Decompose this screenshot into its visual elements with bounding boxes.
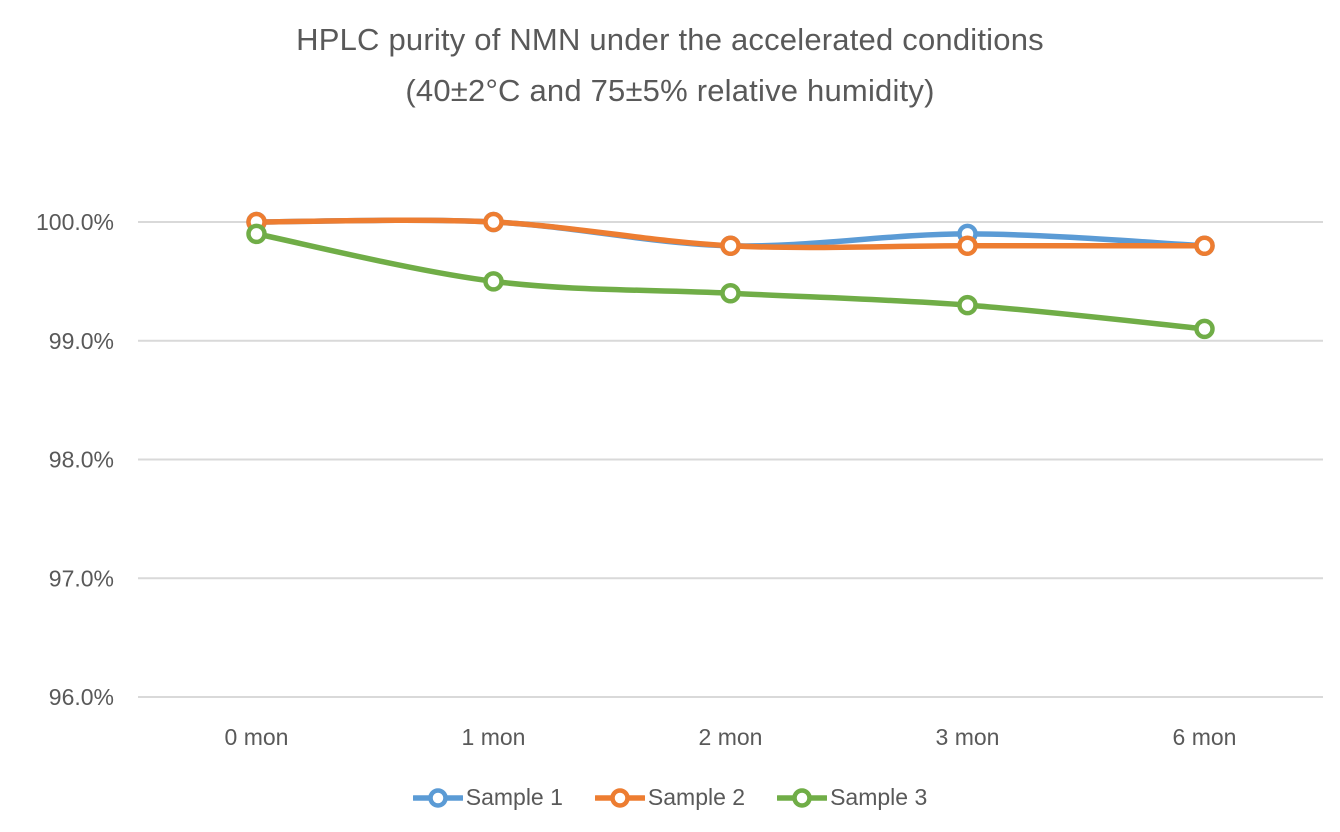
chart-title-line2: (40±2°C and 75±5% relative humidity): [405, 73, 935, 108]
legend-item-sample-2: Sample 2: [594, 784, 746, 811]
data-point-marker: [957, 294, 978, 316]
chart-title: HPLC purity of NMN under the accelerated…: [0, 14, 1340, 116]
data-point-marker: [720, 283, 741, 304]
data-point-marker: [1194, 235, 1215, 256]
chart-legend: Sample 1 Sample 2 Sample 3: [0, 784, 1340, 811]
data-point-marker: [720, 235, 741, 256]
legend-label: Sample 2: [647, 784, 746, 810]
y-axis-tick-label: 97.0%: [49, 565, 114, 591]
y-axis-tick-label: 100.0%: [36, 209, 114, 235]
legend-marker-icon: [594, 787, 645, 808]
x-axis-tick-label: 6 mon: [1173, 724, 1237, 750]
chart-title-line1: HPLC purity of NMN under the accelerated…: [296, 22, 1044, 57]
legend-marker-icon: [777, 787, 828, 808]
x-axis-tick-label: 2 mon: [699, 724, 763, 750]
legend-label: Sample 1: [465, 784, 563, 810]
y-axis-tick-label: 96.0%: [49, 684, 114, 710]
data-point-marker: [957, 235, 978, 256]
legend-label: Sample 3: [830, 784, 928, 810]
data-point-marker: [1194, 318, 1215, 340]
data-point-marker: [483, 271, 504, 292]
y-axis-tick-label: 99.0%: [49, 328, 114, 354]
plot-area: 100.0% 99.0% 98.0% 97.0% 96.0% 0 mon 1 mon 2 mo…: [36, 209, 1323, 750]
legend-marker-icon: [412, 787, 463, 808]
legend-item-sample-1: Sample 1: [412, 784, 563, 811]
data-point-marker: [483, 211, 504, 233]
x-axis-tick-label: 3 mon: [936, 724, 1000, 750]
legend-item-sample-3: Sample 3: [777, 784, 927, 811]
data-point-marker: [246, 223, 267, 245]
x-axis-tick-label: 1 mon: [462, 724, 526, 750]
x-axis-tick-label: 0 mon: [225, 724, 289, 750]
y-axis-tick-label: 98.0%: [49, 447, 114, 473]
